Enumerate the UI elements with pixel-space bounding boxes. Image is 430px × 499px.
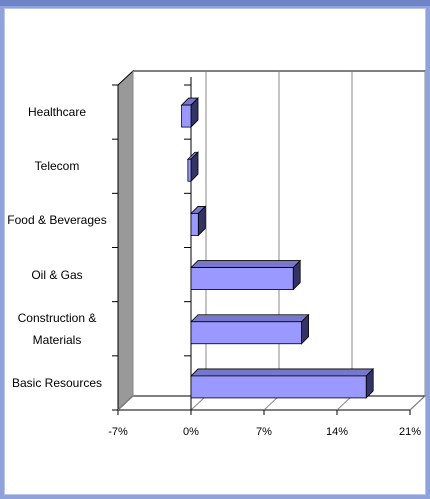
y-tick-label: Telecom bbox=[34, 159, 80, 174]
x-tick-label: 21% bbox=[399, 426, 421, 438]
y-tick-label: Basic Resources bbox=[11, 375, 103, 390]
bar-top bbox=[190, 260, 302, 268]
grid-line bbox=[336, 395, 353, 411]
bar bbox=[190, 213, 199, 236]
y-tick-label: Construction & Materials bbox=[17, 310, 97, 347]
grid-line bbox=[409, 395, 426, 411]
grid-line bbox=[117, 395, 134, 411]
x-tick-label: 14% bbox=[326, 426, 348, 438]
x-tick-label: 7% bbox=[256, 426, 272, 438]
bar bbox=[190, 375, 367, 399]
bar bbox=[181, 104, 192, 128]
bar-top bbox=[190, 314, 310, 323]
y-tick-label: Healthcare bbox=[27, 105, 87, 120]
x-tick-label: 0% bbox=[183, 426, 199, 438]
grid-line bbox=[190, 395, 207, 411]
bar bbox=[190, 321, 302, 345]
bar-top bbox=[190, 368, 375, 377]
grid-line bbox=[263, 395, 280, 411]
bar bbox=[190, 267, 294, 290]
title-bar bbox=[0, 0, 430, 6]
side-wall bbox=[117, 69, 134, 412]
y-tick-label: Oil & Gas bbox=[31, 267, 83, 282]
y-tick-label: Food & Beverages bbox=[7, 213, 107, 228]
bar bbox=[187, 158, 192, 182]
x-tick-label: -7% bbox=[108, 426, 128, 438]
